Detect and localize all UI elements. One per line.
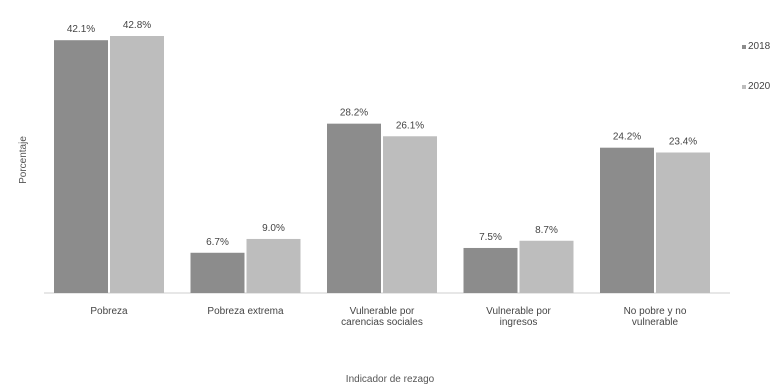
category-label-4-0: No pobre y no [624, 306, 687, 317]
data-label-2020-0: 42.8% [123, 20, 151, 31]
bar-2018-4 [600, 147, 654, 293]
data-label-2018-4: 24.2% [613, 132, 641, 143]
x-axis-label: Indicador de rezago [346, 374, 435, 385]
bar-2018-1 [190, 252, 245, 293]
y-axis-label: Porcentaje [18, 136, 29, 184]
category-labels: Pobreza Pobreza extrema Vulnerable porcare… [90, 306, 686, 328]
data-label-2020-2: 26.1% [396, 120, 424, 131]
category-label-3-1: ingresos [500, 317, 538, 328]
data-label-2018-0: 42.1% [67, 24, 95, 35]
category-label-1-0: Pobreza extrema [207, 306, 284, 317]
bar-2020-4 [656, 152, 710, 293]
legend: 2018 2020 [742, 41, 771, 92]
category-label-2-0: Vulnerable por [350, 306, 415, 317]
data-label-2018-3: 7.5% [479, 232, 502, 243]
category-label-2-1: carencias sociales [341, 317, 423, 328]
legend-swatch-2018 [742, 45, 746, 49]
legend-label-2020: 2020 [748, 81, 771, 92]
bar-2020-3 [519, 240, 574, 293]
legend-swatch-2020 [742, 85, 746, 89]
bar-2018-3 [463, 247, 518, 293]
bar-2018-0 [54, 40, 108, 293]
legend-label-2018: 2018 [748, 41, 771, 52]
category-label-3-0: Vulnerable por [486, 306, 551, 317]
bars-group: 42.1% 42.8% 6.7% 9.0% 28.2% 26.1% 7.5% 8.7% 24.2… [54, 20, 710, 294]
data-label-2020-3: 8.7% [535, 225, 558, 236]
bar-2020-0 [110, 36, 164, 293]
bar-2020-1 [246, 238, 301, 293]
category-label-4-1: vulnerable [632, 317, 679, 328]
data-label-2018-1: 6.7% [206, 237, 229, 248]
data-label-2020-4: 23.4% [669, 136, 697, 147]
bar-2020-2 [383, 136, 437, 293]
category-label-0-0: Pobreza [90, 306, 128, 317]
bar-2018-2 [327, 123, 381, 294]
data-label-2020-1: 9.0% [262, 223, 285, 234]
data-label-2018-2: 28.2% [340, 108, 368, 119]
